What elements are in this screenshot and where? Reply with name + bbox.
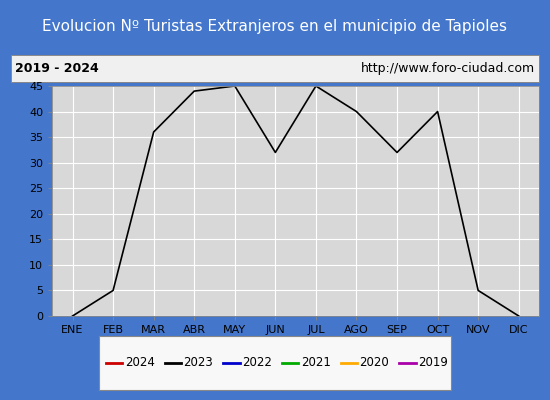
Text: 2021: 2021 <box>301 356 331 370</box>
Text: 2020: 2020 <box>360 356 389 370</box>
2023 <box>394 150 400 155</box>
2023 <box>232 84 238 88</box>
Text: 2022: 2022 <box>242 356 272 370</box>
2023 <box>475 288 481 293</box>
Text: 2024: 2024 <box>125 356 155 370</box>
2023 <box>353 109 360 114</box>
2023 <box>69 314 76 318</box>
Text: http://www.foro-ciudad.com: http://www.foro-ciudad.com <box>361 62 535 75</box>
2023 <box>191 89 197 94</box>
Text: 2019 - 2024: 2019 - 2024 <box>15 62 99 75</box>
2023 <box>150 130 157 134</box>
Text: 2019: 2019 <box>418 356 448 370</box>
Text: Evolucion Nº Turistas Extranjeros en el municipio de Tapioles: Evolucion Nº Turistas Extranjeros en el … <box>42 18 508 34</box>
2023 <box>272 150 279 155</box>
Text: 2023: 2023 <box>184 356 213 370</box>
2023 <box>434 109 441 114</box>
Line: 2023: 2023 <box>73 86 519 316</box>
2023 <box>312 84 319 88</box>
2023 <box>110 288 117 293</box>
2023 <box>515 314 522 318</box>
